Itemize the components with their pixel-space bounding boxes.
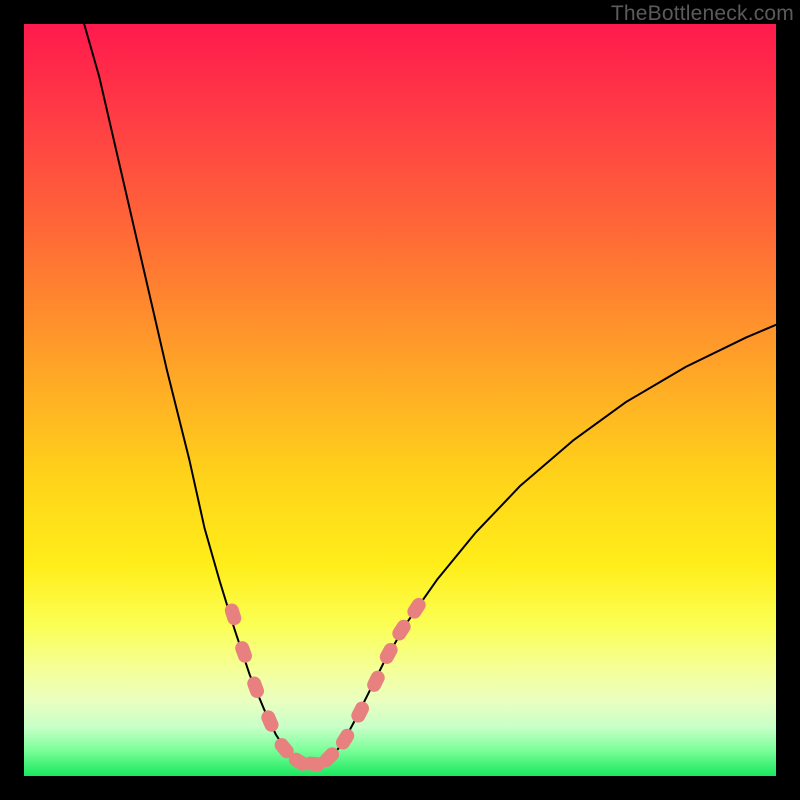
watermark-text: TheBottleneck.com: [611, 2, 794, 26]
gradient-background: [24, 24, 776, 776]
canvas-root: TheBottleneck.com: [0, 0, 800, 800]
plot-area: [24, 24, 776, 776]
plot-svg: [24, 24, 776, 776]
